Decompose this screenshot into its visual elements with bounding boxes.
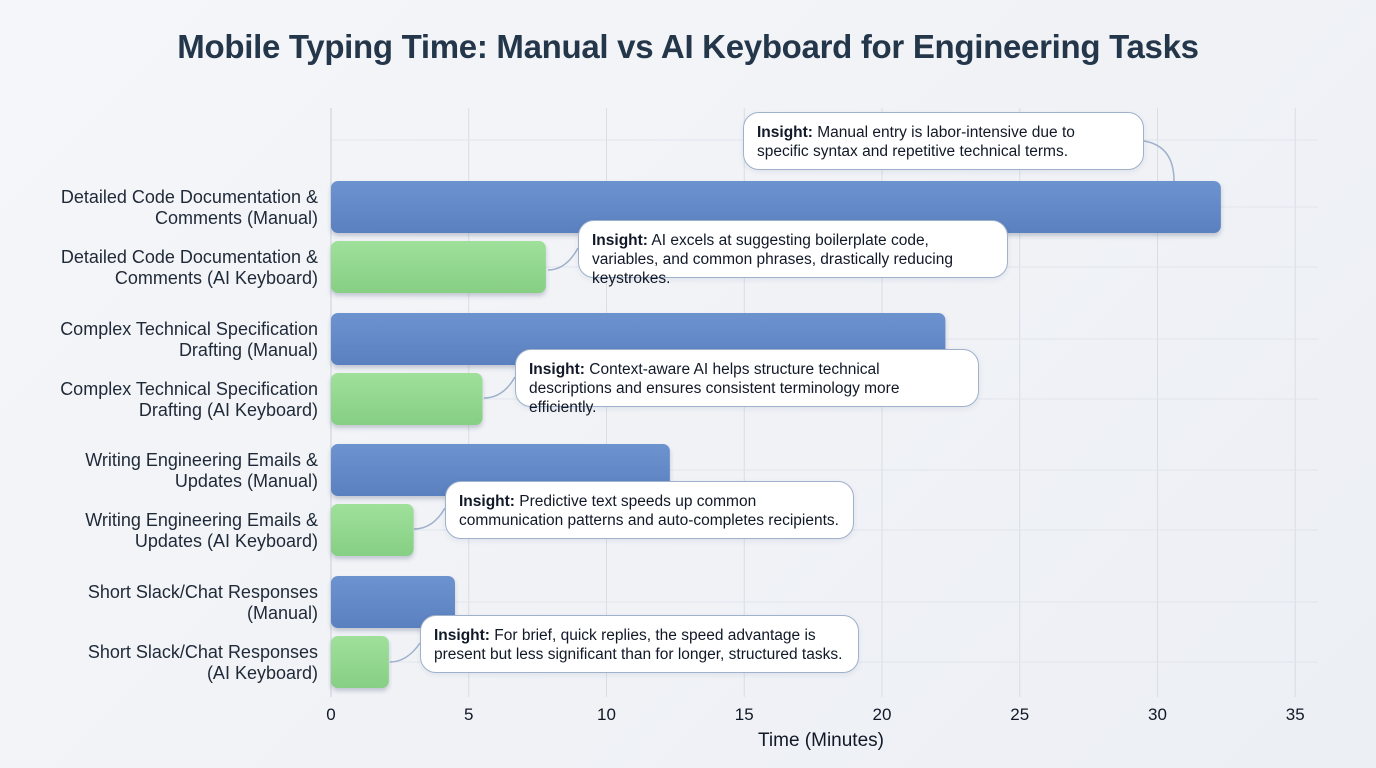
insight-annotation-0: Insight: Manual entry is labor-intensive… <box>743 112 1144 170</box>
annotation-connector-0 <box>1143 140 1175 182</box>
category-label-5: Writing Engineering Emails & Updates (AI … <box>85 510 318 551</box>
annotation-connectors <box>389 140 1175 663</box>
x-axis-ticks: 0 5 10 15 20 25 30 35 <box>326 705 1304 724</box>
annotation-connector-4 <box>389 642 421 663</box>
annotation-connector-1 <box>547 247 579 271</box>
insight-annotation-3: Insight: Predictive text speeds up commo… <box>445 481 854 539</box>
category-label-4: Writing Engineering Emails & Updates (Man… <box>85 450 318 491</box>
bar-ai-5 <box>331 504 414 556</box>
tick-label-3: 15 <box>735 705 754 724</box>
insight-text: Context-aware AI helps structure technic… <box>529 361 900 416</box>
insight-label: Insight: <box>529 361 585 378</box>
annotation-connector-2 <box>483 376 516 399</box>
tick-label-6: 30 <box>1148 705 1167 724</box>
category-labels: Detailed Code Documentation & Comments (M… <box>60 187 318 683</box>
bar-manual-0 <box>331 181 1221 233</box>
insight-annotation-1: Insight: AI excels at suggesting boilerp… <box>578 220 1008 287</box>
insight-text: For brief, quick replies, the speed adva… <box>434 627 843 663</box>
bars <box>331 181 1221 688</box>
insight-label: Insight: <box>459 493 515 510</box>
category-label-7: Short Slack/Chat Responses (AI Keyboard) <box>88 642 318 683</box>
bar-ai-7 <box>331 636 389 688</box>
insight-annotation-4: Insight: For brief, quick replies, the s… <box>420 615 859 673</box>
category-label-1: Detailed Code Documentation & Comments (A… <box>61 247 318 288</box>
tick-label-4: 20 <box>873 705 892 724</box>
annotation-connector-3 <box>413 507 446 530</box>
tick-label-2: 10 <box>597 705 616 724</box>
bar-manual-6 <box>331 576 455 628</box>
category-label-3: Complex Technical Specification Drafting … <box>60 379 318 420</box>
bar-ai-3 <box>331 373 483 425</box>
insight-text: Predictive text speeds up common communi… <box>459 493 839 529</box>
tick-label-0: 0 <box>326 705 335 724</box>
insight-text: Manual entry is labor-intensive due to s… <box>757 124 1075 160</box>
insight-text: AI excels at suggesting boilerplate code… <box>592 232 953 287</box>
tick-label-1: 5 <box>464 705 473 724</box>
chart-title: Mobile Typing Time: Manual vs AI Keyboar… <box>177 28 1199 65</box>
bar-ai-1 <box>331 241 546 293</box>
tick-label-7: 35 <box>1286 705 1305 724</box>
category-label-0: Detailed Code Documentation & Comments (M… <box>61 187 318 228</box>
insight-label: Insight: <box>592 232 648 249</box>
insight-annotation-2: Insight: Context-aware AI helps structur… <box>515 349 979 416</box>
insight-label: Insight: <box>434 627 490 644</box>
category-label-2: Complex Technical Specification Drafting … <box>60 319 318 360</box>
insight-label: Insight: <box>757 124 813 141</box>
category-label-6: Short Slack/Chat Responses (Manual) <box>88 582 318 623</box>
x-axis-title: Time (Minutes) <box>758 730 884 751</box>
tick-label-5: 25 <box>1010 705 1029 724</box>
